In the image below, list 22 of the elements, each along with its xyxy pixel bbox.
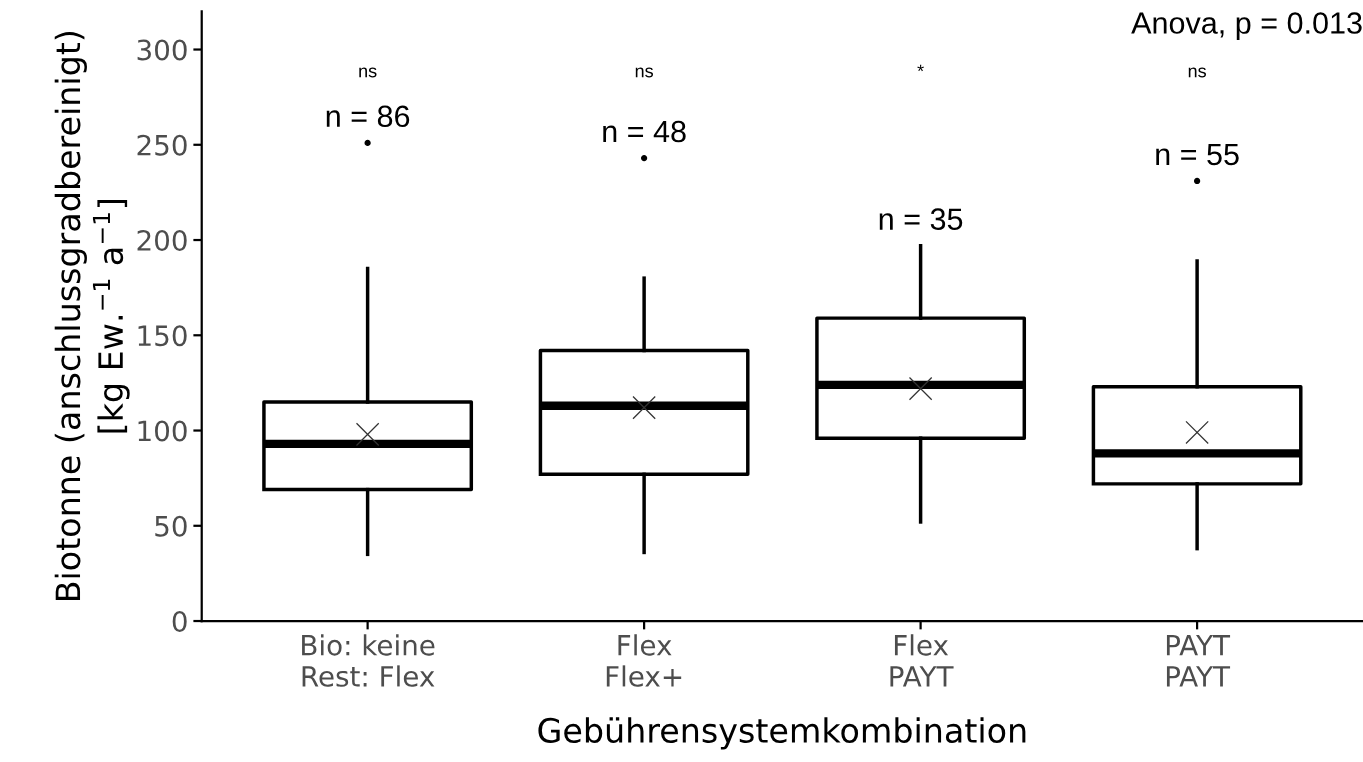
y-tick-label: 150 xyxy=(138,325,187,347)
annotation: Anova, p = 0.013 xyxy=(1131,12,1362,40)
y-tick-label: 50 xyxy=(155,515,187,537)
x-tick-label: Bio: keine Rest: Flex xyxy=(302,634,435,687)
y-tick-label: 200 xyxy=(137,229,187,251)
y-tick-label: 300 xyxy=(137,39,187,61)
y-tick-label: 100 xyxy=(138,420,187,442)
annotation: n = 55 xyxy=(1156,143,1239,166)
annotation: ns xyxy=(359,67,377,78)
annotation: ns xyxy=(1188,67,1206,78)
x-axis-title: Gebührensystemkombination xyxy=(538,717,1026,750)
annotation: n = 48 xyxy=(603,120,686,143)
y-axis-title: Biotonne (anschlussgradbereinigt) [kg Ew.$^{−1}$ a$^{−1}$] xyxy=(54,31,130,601)
x-tick-label: Flex PAYT xyxy=(890,634,954,687)
y-tick-label: 0 xyxy=(172,610,187,632)
annotation: n = 35 xyxy=(879,208,963,230)
annotation: n = 86 xyxy=(326,105,410,128)
x-tick-label: PAYT PAYT xyxy=(1166,635,1231,687)
annotation: * xyxy=(917,64,924,72)
y-tick-label: 250 xyxy=(137,134,187,156)
x-tick-label: Flex Flex+ xyxy=(606,634,682,687)
annotation: ns xyxy=(635,67,653,78)
